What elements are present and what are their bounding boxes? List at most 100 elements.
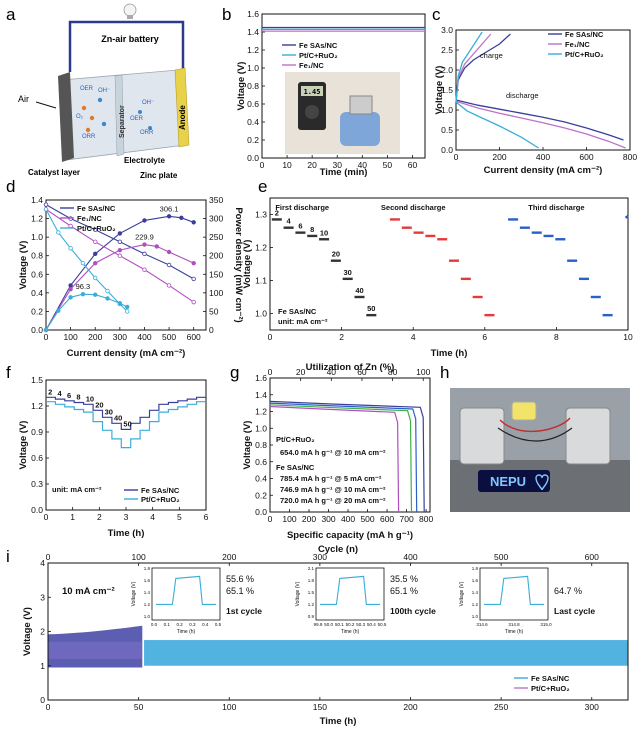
chart-d-power-2 <box>45 293 128 331</box>
chart-b-xtick-label-3: 30 <box>332 160 342 170</box>
cell-right <box>565 407 611 465</box>
chart-d-power-marker-1-2 <box>93 260 98 266</box>
chart-f-legend-1-label: Pt/C+RuO₂ <box>141 495 180 504</box>
chart-d-power-marker-0-7 <box>191 220 196 225</box>
battery-title: Zn-air battery <box>101 34 159 44</box>
chart-c-charge-0 <box>455 33 511 103</box>
panel-letter-d: d <box>6 177 15 196</box>
meter-reading: 1.45 <box>304 88 321 96</box>
chart-i-inset-2-ytick-4: 1.8 <box>472 566 479 571</box>
chart-d-xtick-label-6: 600 <box>187 332 201 342</box>
chart-f-current-label-7: 40 <box>114 413 122 422</box>
chart-b-legend-2-label: Fe₁/NC <box>299 61 324 70</box>
clip-yellow <box>511 401 537 421</box>
chart-c-ytick-label-6: 3.0 <box>441 25 453 35</box>
separator-plate <box>114 74 125 157</box>
cathode-plate <box>58 72 74 162</box>
chart-e-xtick-label-0: 0 <box>268 332 273 342</box>
chart-i-inset-0-pct-a: 55.6 % <box>226 574 254 584</box>
chart-f-ylabel: Voltage (V) <box>18 421 29 470</box>
chart-e-ytick-label-1: 1.1 <box>255 276 267 286</box>
chart-f-ytick-label-1: 0.3 <box>31 479 43 489</box>
chart-i-inset-0-ylabel: Voltage (V) <box>131 581 137 606</box>
chart-g-ytick-label-7: 1.4 <box>255 390 267 400</box>
chart-i-legend-0-label: Fe SAs/NC <box>531 674 570 683</box>
chart-f-current-label-0: 2 <box>48 387 52 396</box>
chart-b-xtick-label-5: 50 <box>383 160 393 170</box>
chart-b-xtick-label-6: 60 <box>408 160 418 170</box>
chart-g-series-0 <box>269 405 400 513</box>
chart-i-inset-2-xtick-0: 314.6 <box>476 622 488 627</box>
chart-i-inset-1-xtick-0: 99.9 <box>314 622 323 627</box>
chart-i-current-note: 10 mA cm⁻² <box>62 586 115 597</box>
chart-c: 0 200 400 600 800 0.0 0.5 1.0 1.5 2.0 2.5 3.0 Curren… <box>434 25 637 176</box>
chart-d-peak-label-1: 229.9 <box>135 233 154 242</box>
chart-e-xtick-label-1: 2 <box>339 332 344 342</box>
chart-b-ytick-label-1: 0.2 <box>247 135 259 145</box>
chart-d-ytick-label-4: 0.8 <box>31 251 43 261</box>
chart-f-ytick-label-3: 0.9 <box>31 427 43 437</box>
cathode-label: Cathode <box>48 107 57 140</box>
chart-c-ytick-label-1: 0.5 <box>441 125 453 135</box>
chart-i-inset-0-ytick-4: 1.8 <box>144 566 151 571</box>
chart-i-band-pt-early <box>48 641 143 659</box>
chart-d-y2tick-label-1: 50 <box>209 306 219 316</box>
chart-b-ytick-label-5: 1.0 <box>247 63 259 73</box>
chart-e-note-1: unit: mA cm⁻² <box>278 317 328 326</box>
chart-d-ytick-label-1: 0.2 <box>31 306 43 316</box>
gloved-hands <box>340 112 380 146</box>
chart-g-ytick-label-0: 0.0 <box>255 507 267 517</box>
chart-i-x2tick-label-4: 400 <box>403 552 417 562</box>
chart-e-ytick-label-2: 1.2 <box>255 243 267 253</box>
chart-g-x2tick-label-4: 80 <box>388 367 398 377</box>
chart-d-voltage-marker-1-3 <box>117 253 123 258</box>
chart-d-xtick-label-0: 0 <box>44 332 49 342</box>
chart-i-x2tick-label-1: 100 <box>132 552 146 562</box>
chart-i-xlabel: Time (h) <box>320 716 357 727</box>
chart-g-x2tick-label-3: 60 <box>357 367 367 377</box>
chart-d-voltage-marker-2-0 <box>43 207 49 212</box>
chart-g-legend-1: 785.4 mA h g⁻¹ @ 5 mA cm⁻² <box>280 474 382 483</box>
chart-d-voltage-marker-1-4 <box>142 267 147 272</box>
chart-d-power-marker-0-2 <box>93 251 98 257</box>
chart-c-xtick-label-3: 600 <box>579 152 593 162</box>
chart-i-ylabel: Voltage (V) <box>22 607 33 656</box>
panel-letter-h: h <box>440 363 449 382</box>
chart-b-ytick-label-7: 1.4 <box>247 27 259 37</box>
chart-i-inset-1-title: 100th cycle <box>390 606 436 616</box>
chart-i-x2tick-label-6: 600 <box>585 552 599 562</box>
chart-g-xtick-label-1: 100 <box>282 514 296 524</box>
chart-c-discharge-0 <box>455 99 624 141</box>
chart-g-xlabel: Specific capacity (mA h g⁻¹) <box>287 530 413 541</box>
chart-i-inset-curve-2 <box>484 575 544 605</box>
chart-f-current-label-4: 10 <box>86 394 94 403</box>
chart-g-x2tick-label-2: 40 <box>327 367 337 377</box>
chart-d-voltage-marker-1-5 <box>166 283 172 288</box>
chart-f: 0 1 2 3 4 5 6 0.0 0.3 0.6 0.9 1.2 1.5 Time (h) Voltage… <box>18 375 209 539</box>
chart-i-inset-0-ytick-2: 1.4 <box>144 590 151 595</box>
chart-b: 0 10 20 30 40 50 60 0.0 0.2 0.4 0.6 0.8 1.0 1.2 1.4 1.6… <box>236 9 426 178</box>
panel-letters: a b c d e f g h i <box>6 5 449 566</box>
chart-d-xtick-label-2: 200 <box>88 332 102 342</box>
chart-d-peak-label-0: 306.1 <box>160 204 179 213</box>
multimeter-display <box>301 86 323 96</box>
chart-i-xtick-label-4: 200 <box>403 702 417 712</box>
chart-d-voltage-marker-1-1 <box>68 223 73 229</box>
chart-e-xlabel: Time (h) <box>431 348 468 359</box>
chart-c-xtick-label-2: 400 <box>536 152 550 162</box>
chart-d-voltage-marker-0-0 <box>43 202 49 207</box>
chart-c-ytick-label-0: 0.0 <box>441 145 453 155</box>
chart-d-power-1 <box>45 244 194 331</box>
panel-letter-b: b <box>222 5 231 24</box>
chart-i-ytick-label-3: 3 <box>40 592 45 602</box>
panel-letter-a: a <box>6 5 16 24</box>
heart-icon <box>535 474 549 491</box>
chart-e-current-label-4: 10 <box>320 228 328 237</box>
chart-i-xtick-label-6: 300 <box>585 702 599 712</box>
chart-e-current-label-1: 4 <box>287 217 292 226</box>
chart-i-xtick-label-1: 50 <box>134 702 144 712</box>
chart-g-xtick-label-8: 800 <box>419 514 433 524</box>
chart-c-annotation-charge: charge <box>480 51 503 60</box>
chart-d-power-marker-1-3 <box>117 247 123 253</box>
chart-e-segment-title-1: Second discharge <box>381 203 446 212</box>
